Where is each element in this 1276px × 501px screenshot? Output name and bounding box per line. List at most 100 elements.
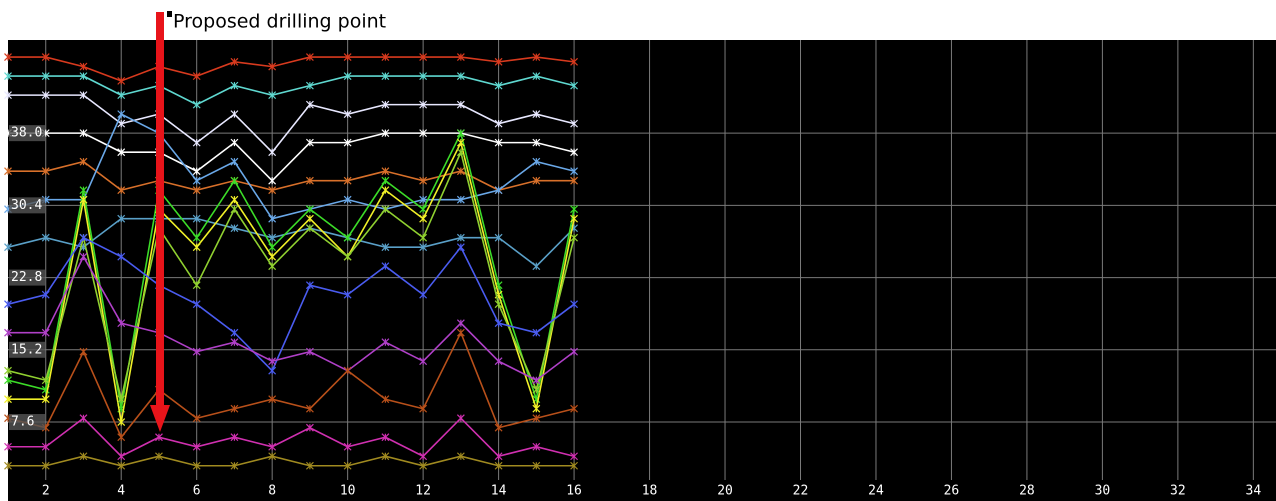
point-marker (41, 395, 50, 404)
point-marker (532, 461, 541, 470)
point-marker (381, 338, 390, 347)
x-tick-label: 4 (117, 484, 125, 499)
point-marker (268, 243, 277, 252)
x-tick-label: 10 (340, 484, 356, 499)
point-marker (192, 461, 201, 470)
point-marker (4, 328, 12, 337)
point-marker (494, 81, 503, 90)
point-marker (117, 319, 126, 328)
point-marker (230, 57, 239, 66)
point-marker (41, 461, 50, 470)
y-tick-label: 22.8 (11, 270, 42, 285)
point-marker (570, 205, 578, 214)
point-marker (532, 404, 541, 413)
point-marker (230, 195, 239, 204)
point-marker (381, 205, 390, 214)
point-marker (419, 357, 428, 366)
annotation-marker (167, 11, 172, 17)
point-marker (532, 157, 541, 166)
point-marker (268, 176, 277, 185)
point-marker (4, 91, 12, 100)
point-marker (532, 385, 541, 394)
point-marker (570, 233, 578, 242)
point-marker (79, 62, 88, 71)
point-marker (117, 214, 126, 223)
point-marker (494, 233, 503, 242)
point-marker (343, 461, 352, 470)
point-marker (155, 433, 163, 442)
point-marker (192, 414, 201, 423)
point-marker (268, 452, 277, 461)
point-marker (305, 205, 314, 214)
point-marker (381, 167, 390, 176)
point-marker (230, 433, 239, 442)
series-line (8, 56, 575, 82)
series-line (7, 330, 575, 439)
point-marker (4, 72, 12, 81)
point-marker (41, 72, 50, 81)
point-marker (117, 148, 126, 157)
point-marker (79, 186, 88, 195)
point-marker (79, 91, 88, 100)
point-marker (456, 328, 465, 337)
point-marker (456, 100, 465, 109)
point-marker (419, 53, 428, 62)
y-tick-label-bg (9, 125, 45, 142)
point-marker (494, 452, 503, 461)
x-tick-label: 14 (491, 484, 507, 499)
x-tick-label: 6 (193, 484, 201, 499)
x-tick-label: 34 (1246, 484, 1262, 499)
point-marker (305, 347, 314, 356)
point-marker (41, 53, 50, 62)
point-marker (305, 224, 314, 233)
point-marker (230, 461, 239, 470)
point-marker (41, 442, 50, 451)
point-marker (230, 338, 239, 347)
point-marker (570, 404, 578, 413)
point-marker (456, 319, 465, 328)
point-marker (381, 53, 390, 62)
point-marker (41, 91, 50, 100)
point-marker (381, 452, 390, 461)
point-marker (419, 205, 428, 214)
x-tick-label: 22 (793, 484, 809, 499)
point-marker (343, 176, 352, 185)
series-line (8, 75, 575, 106)
point-marker (192, 281, 201, 290)
annotation: Proposed drilling point (173, 11, 386, 33)
point-marker (494, 119, 503, 128)
point-marker (494, 319, 503, 328)
point-marker (4, 442, 12, 451)
point-marker (305, 176, 314, 185)
point-marker (41, 376, 50, 385)
point-marker (381, 129, 390, 138)
point-marker (570, 214, 578, 223)
point-marker (570, 300, 578, 309)
point-marker (532, 262, 541, 271)
point-marker (192, 72, 201, 81)
point-marker (456, 72, 465, 81)
point-marker (117, 252, 126, 261)
x-tick-label: 24 (868, 484, 884, 499)
series-line (7, 113, 575, 220)
point-marker (268, 442, 277, 451)
point-marker (268, 186, 277, 195)
point-marker (419, 461, 428, 470)
point-marker (79, 252, 88, 261)
point-marker (570, 452, 578, 461)
point-marker (456, 167, 465, 176)
x-tick-label: 18 (642, 484, 658, 499)
point-marker (419, 404, 428, 413)
point-marker (305, 81, 314, 90)
point-marker (79, 157, 88, 166)
point-marker (268, 395, 277, 404)
point-marker (456, 414, 465, 423)
point-marker (305, 461, 314, 470)
y-tick-label-bg (9, 414, 45, 431)
point-marker (532, 414, 541, 423)
point-marker (494, 423, 503, 432)
point-marker (419, 100, 428, 109)
point-marker (4, 167, 12, 176)
point-marker (192, 186, 201, 195)
